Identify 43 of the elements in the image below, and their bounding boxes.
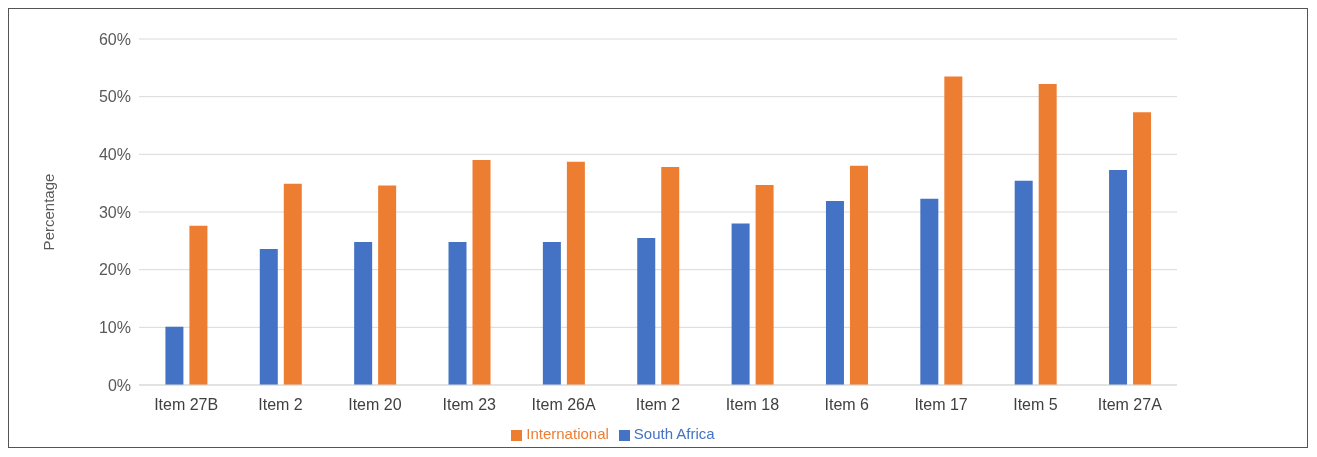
y-tick-label: 10% — [98, 319, 131, 337]
bar — [1133, 112, 1152, 385]
y-tick-label: 20% — [98, 261, 131, 279]
bar — [354, 241, 373, 385]
bar — [566, 161, 585, 385]
bar — [448, 241, 467, 385]
bar — [661, 167, 680, 385]
x-tick-label: Item 20 — [348, 396, 402, 414]
bar — [259, 248, 278, 385]
bar — [1038, 83, 1057, 385]
x-tick-label: Item 18 — [725, 396, 780, 414]
x-tick-label: Item 6 — [824, 396, 870, 414]
x-tick-label: Item 27A — [1097, 396, 1163, 414]
x-tick-label: Item 5 — [1013, 396, 1058, 414]
legend-label: South Africa — [633, 425, 715, 442]
y-tick-label: 0% — [107, 376, 131, 394]
bar — [1109, 169, 1128, 385]
bar — [1014, 180, 1033, 385]
bar — [920, 198, 939, 385]
x-tick-label: Item 23 — [442, 396, 497, 414]
x-tick-label: Item 17 — [914, 396, 968, 414]
bar — [825, 201, 844, 385]
y-tick-label: 60% — [98, 30, 131, 48]
bar — [189, 225, 208, 385]
bar — [637, 237, 656, 385]
bar — [755, 184, 774, 385]
bar — [731, 223, 750, 385]
legend-label: International — [526, 425, 609, 442]
bar — [944, 76, 963, 385]
x-tick-label: Item 2 — [635, 396, 681, 414]
x-tick-label: Item 27B — [154, 396, 219, 414]
x-tick-label: Item 2 — [258, 396, 303, 414]
bar — [165, 326, 184, 385]
y-tick-label: 50% — [98, 88, 131, 106]
bar — [378, 185, 397, 385]
bar — [849, 165, 868, 385]
bar — [472, 160, 491, 385]
y-axis-title: Percentage — [40, 173, 58, 251]
x-tick-label: Item 26A — [531, 396, 596, 414]
y-tick-label: 30% — [98, 203, 131, 221]
bar — [283, 183, 302, 385]
y-tick-label: 40% — [98, 146, 131, 164]
bar — [542, 241, 561, 385]
